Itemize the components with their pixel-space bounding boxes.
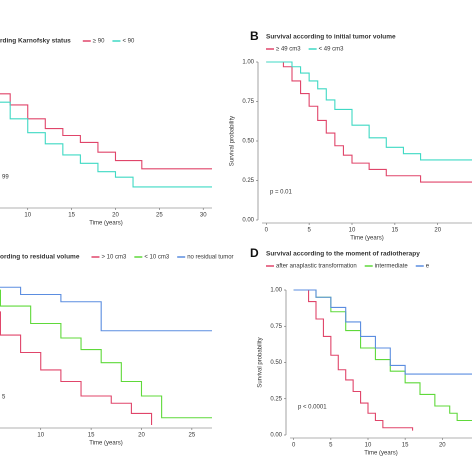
x-tick-label: 20 [434,228,441,234]
chart-title: rding Karnofsky status [0,38,71,45]
y-tick-label: 1.00 [242,60,254,66]
x-tick-label: 10 [24,213,31,219]
survival-curve [0,286,212,332]
x-tick-label: 25 [189,433,196,439]
legend-label: < 10 cm3 [144,255,170,261]
x-tick-label: 5 [307,228,311,234]
chart-title: Survival according to the moment of radi… [266,251,420,258]
panel-label: B [250,29,259,43]
x-tick-label: 15 [402,443,409,449]
x-tick-label: 0 [292,443,296,449]
x-tick-label: 15 [392,228,399,234]
p-value: 99 [2,175,9,181]
legend-label: < 49 cm3 [319,47,345,53]
x-axis-label: Time (years) [364,451,397,457]
p-value: p < 0.0001 [298,405,327,411]
y-tick-label: 0.00 [242,218,254,224]
legend-label: after anaplastic transformation [276,264,357,270]
x-tick-label: 10 [365,443,372,449]
y-tick-label: 1.00 [270,288,282,294]
x-tick-label: 20 [439,443,446,449]
x-axis-label: Time (years) [89,221,122,227]
legend-label: intermediate [375,264,409,270]
x-tick-label: 20 [138,433,145,439]
y-tick-label: 0.00 [270,433,282,439]
survival-curve [293,289,472,375]
x-tick-label: 15 [88,433,95,439]
p-value: p = 0.01 [270,190,293,196]
survival-curve [266,61,472,183]
legend-label: < 90 [122,39,135,45]
y-axis-label: Survival probability [258,337,264,387]
y-tick-label: 0.25 [242,178,254,184]
x-tick-label: 30 [200,213,207,219]
y-tick-label: 0.25 [270,396,282,402]
x-tick-label: 25 [156,213,163,219]
x-tick-label: 15 [68,213,75,219]
x-axis-label: Time (years) [350,236,383,242]
panel-label: D [250,246,259,260]
x-tick-label: 20 [112,213,119,219]
legend-label: ≥ 49 cm3 [276,47,301,53]
chart-title: Survival according to initial tumor volu… [266,34,396,41]
survival-curve [293,289,414,431]
x-tick-label: 10 [349,228,356,234]
survival-curve [266,61,472,161]
survival-curve [0,93,212,170]
y-tick-label: 0.75 [242,99,254,105]
y-axis-label: Survival probability [230,116,236,166]
chart-title: ording to residual volume [0,254,80,261]
legend-label: ≥ 90 [93,39,105,45]
survival-curve [0,289,212,419]
survival-curve [0,311,153,425]
survival-curve [293,289,472,422]
legend-label: no residual tumor [187,255,233,261]
legend-label: > 10 cm3 [101,255,127,261]
x-tick-label: 10 [37,433,44,439]
x-tick-label: 0 [265,228,269,234]
p-value: 5 [2,395,6,401]
y-tick-label: 0.75 [270,324,282,330]
survival-curve [0,101,212,188]
y-tick-label: 0.50 [270,360,282,366]
legend-label: e [426,264,430,270]
x-axis-label: Time (years) [89,441,122,447]
x-tick-label: 5 [329,443,333,449]
y-tick-label: 0.50 [242,139,254,145]
